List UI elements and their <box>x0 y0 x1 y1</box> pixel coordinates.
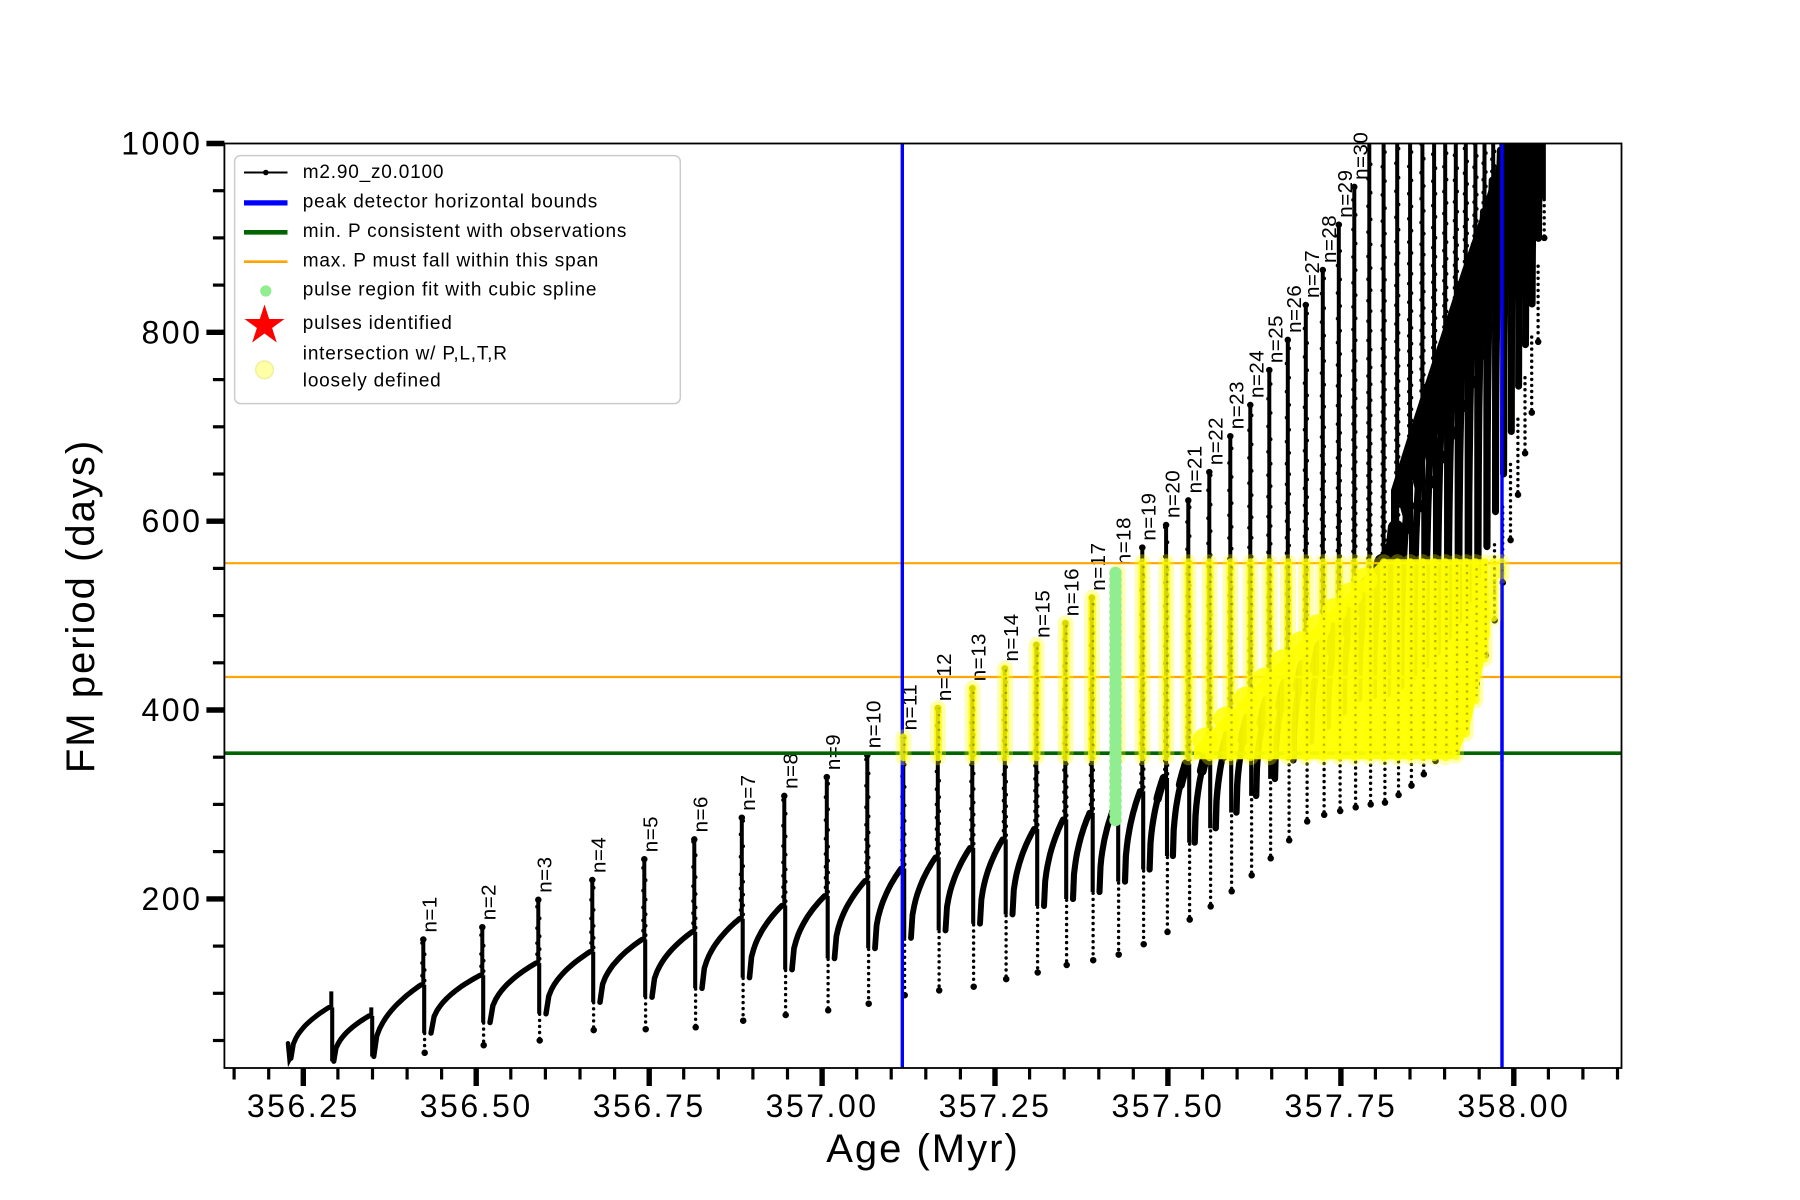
svg-text:m2.90_z0.0100: m2.90_z0.0100 <box>303 162 444 183</box>
svg-text:n=28: n=28 <box>1318 215 1341 263</box>
svg-text:1000: 1000 <box>121 126 202 162</box>
svg-text:600: 600 <box>142 503 203 539</box>
svg-text:FM period (days): FM period (days) <box>59 439 103 773</box>
svg-text:n=5: n=5 <box>640 816 663 852</box>
svg-text:n=27: n=27 <box>1301 250 1324 298</box>
svg-text:n=30: n=30 <box>1350 132 1373 180</box>
svg-text:n=23: n=23 <box>1226 381 1249 429</box>
svg-text:n=17: n=17 <box>1087 543 1110 591</box>
svg-text:n=7: n=7 <box>737 774 760 810</box>
svg-text:n=16: n=16 <box>1061 568 1084 616</box>
svg-text:n=14: n=14 <box>1000 613 1023 661</box>
svg-text:n=20: n=20 <box>1161 470 1184 518</box>
svg-text:min. P consistent with observa: min. P consistent with observations <box>303 221 627 242</box>
svg-text:n=1: n=1 <box>419 896 442 932</box>
svg-text:n=13: n=13 <box>968 633 991 681</box>
svg-text:n=19: n=19 <box>1138 492 1161 540</box>
svg-text:358.00: 358.00 <box>1457 1088 1570 1124</box>
svg-text:n=15: n=15 <box>1032 590 1055 638</box>
svg-text:max. P must fall within this s: max. P must fall within this span <box>303 250 599 271</box>
svg-text:n=3: n=3 <box>534 857 557 893</box>
svg-text:n=29: n=29 <box>1334 170 1357 218</box>
svg-text:357.00: 357.00 <box>766 1088 879 1124</box>
svg-text:n=18: n=18 <box>1113 517 1136 565</box>
svg-text:356.75: 356.75 <box>593 1088 706 1124</box>
svg-text:n=26: n=26 <box>1283 285 1306 333</box>
svg-text:n=8: n=8 <box>780 753 803 789</box>
svg-text:n=24: n=24 <box>1246 350 1269 398</box>
svg-text:n=11: n=11 <box>899 684 922 731</box>
svg-text:loosely defined: loosely defined <box>303 370 442 391</box>
svg-text:400: 400 <box>142 692 203 728</box>
svg-text:n=25: n=25 <box>1265 315 1288 363</box>
svg-text:200: 200 <box>142 881 203 917</box>
svg-text:n=22: n=22 <box>1205 417 1228 465</box>
svg-text:800: 800 <box>142 314 203 350</box>
svg-text:pulse region fit with cubic sp: pulse region fit with cubic spline <box>303 280 597 301</box>
svg-text:n=10: n=10 <box>863 700 886 748</box>
svg-text:n=6: n=6 <box>690 796 713 832</box>
svg-text:356.50: 356.50 <box>420 1088 533 1124</box>
svg-text:n=2: n=2 <box>478 884 501 920</box>
svg-text:peak detector horizontal bound: peak detector horizontal bounds <box>303 192 598 213</box>
svg-text:n=4: n=4 <box>588 837 611 873</box>
svg-text:357.50: 357.50 <box>1111 1088 1224 1124</box>
svg-text:pulses identified: pulses identified <box>303 313 453 334</box>
svg-text:357.75: 357.75 <box>1284 1088 1397 1124</box>
svg-text:357.25: 357.25 <box>939 1088 1052 1124</box>
svg-text:Age (Myr): Age (Myr) <box>826 1127 1020 1171</box>
svg-text:356.25: 356.25 <box>247 1088 360 1124</box>
svg-text:intersection w/ P,L,T,R: intersection w/ P,L,T,R <box>303 344 508 365</box>
svg-text:n=21: n=21 <box>1184 445 1207 493</box>
